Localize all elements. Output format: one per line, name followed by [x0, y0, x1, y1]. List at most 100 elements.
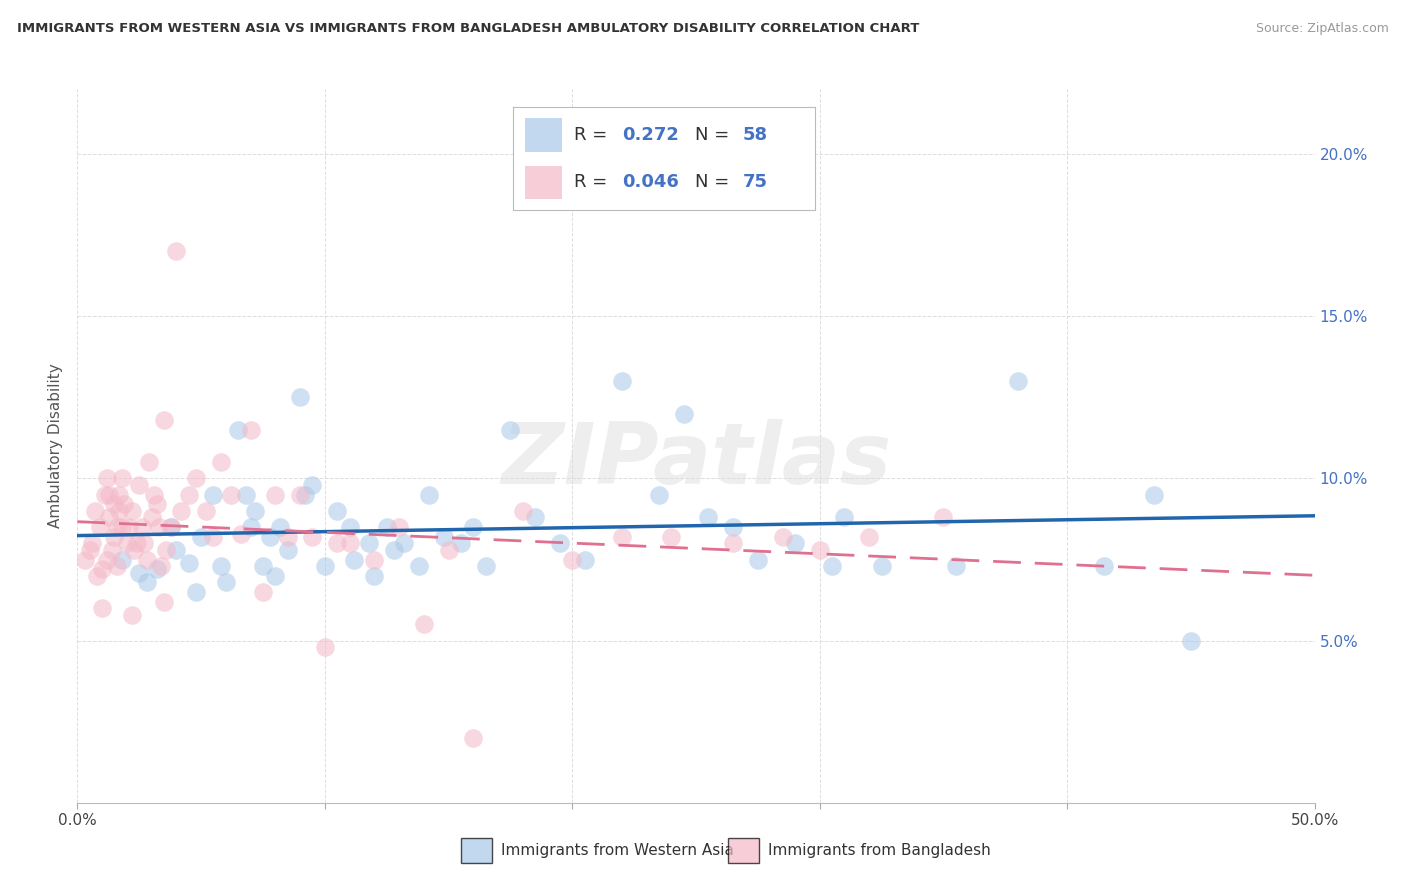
Point [610, 530, 633, 544]
Text: 75: 75 [742, 173, 768, 191]
Point [108, 504, 131, 518]
Point [145, 562, 167, 576]
Point [108, 488, 131, 502]
Text: N =: N = [695, 127, 734, 145]
Point [314, 640, 336, 654]
Point [148, 520, 170, 534]
Point [339, 520, 361, 534]
Point [89, 520, 111, 534]
Text: Immigrants from Western Asia: Immigrants from Western Asia [501, 844, 734, 858]
Point [418, 488, 440, 502]
Point [747, 552, 769, 566]
Text: 0.272: 0.272 [621, 127, 679, 145]
Point [98, 488, 121, 502]
Point [128, 478, 150, 492]
Point [145, 497, 167, 511]
Point [252, 559, 274, 574]
Point [91, 601, 114, 615]
Point [93, 488, 115, 502]
Point [326, 504, 349, 518]
Point [82, 536, 104, 550]
Point [111, 471, 134, 485]
Point [121, 607, 143, 622]
Point [165, 244, 187, 259]
Point [83, 504, 105, 518]
Point [783, 536, 806, 550]
Point [721, 520, 744, 534]
Point [259, 530, 281, 544]
Point [150, 559, 173, 574]
Point [375, 520, 398, 534]
Point [450, 536, 472, 550]
Text: Source: ZipAtlas.com: Source: ZipAtlas.com [1256, 22, 1389, 36]
Point [121, 504, 143, 518]
Point [101, 542, 124, 557]
Point [264, 568, 287, 582]
Point [561, 552, 583, 566]
Text: R =: R = [574, 127, 613, 145]
Point [339, 536, 361, 550]
Point [474, 559, 496, 574]
Text: 0.046: 0.046 [621, 173, 679, 191]
Point [672, 407, 695, 421]
Point [135, 575, 157, 590]
Point [1092, 559, 1115, 574]
Point [388, 520, 411, 534]
Point [277, 542, 299, 557]
Point [73, 552, 96, 566]
Point [153, 595, 176, 609]
Point [190, 530, 212, 544]
Point [111, 552, 134, 566]
Point [1180, 633, 1202, 648]
Point [209, 559, 232, 574]
Point [86, 568, 108, 582]
Point [96, 552, 118, 566]
Point [648, 488, 671, 502]
Text: N =: N = [695, 173, 734, 191]
Point [134, 536, 156, 550]
Point [165, 542, 187, 557]
Point [363, 568, 385, 582]
Point [301, 478, 323, 492]
Point [288, 390, 311, 404]
Point [412, 617, 434, 632]
Y-axis label: Ambulatory Disability: Ambulatory Disability [48, 364, 63, 528]
Point [294, 488, 316, 502]
Point [314, 559, 336, 574]
Point [215, 575, 238, 590]
Point [245, 504, 267, 518]
Point [870, 559, 893, 574]
Point [252, 585, 274, 599]
Point [277, 530, 299, 544]
Text: IMMIGRANTS FROM WESTERN ASIA VS IMMIGRANTS FROM BANGLADESH AMBULATORY DISABILITY: IMMIGRANTS FROM WESTERN ASIA VS IMMIGRAN… [17, 22, 920, 36]
Point [202, 530, 225, 544]
Point [1007, 374, 1029, 388]
Point [721, 536, 744, 550]
Point [91, 562, 114, 576]
Point [131, 520, 153, 534]
Point [548, 536, 571, 550]
Point [98, 510, 121, 524]
Point [96, 471, 118, 485]
Point [184, 471, 207, 485]
Text: ZIPatlas: ZIPatlas [501, 418, 891, 502]
Point [264, 488, 287, 502]
Point [858, 530, 880, 544]
Point [932, 510, 955, 524]
Point [301, 530, 323, 544]
Text: Immigrants from Bangladesh: Immigrants from Bangladesh [768, 844, 990, 858]
Text: R =: R = [574, 173, 613, 191]
Point [697, 510, 720, 524]
Point [128, 566, 150, 580]
Point [105, 559, 128, 574]
Point [524, 510, 547, 524]
Point [1143, 488, 1166, 502]
Point [343, 552, 366, 566]
Point [772, 530, 794, 544]
Point [437, 542, 460, 557]
Point [79, 542, 101, 557]
Point [160, 520, 183, 534]
Point [463, 731, 485, 745]
Point [209, 455, 232, 469]
Point [239, 423, 262, 437]
